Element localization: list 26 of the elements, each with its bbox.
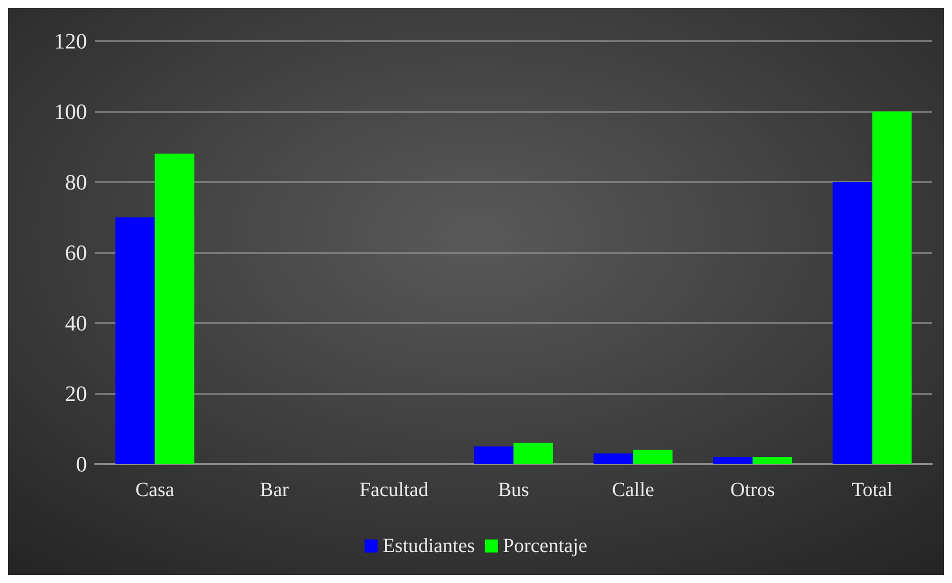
bar — [154, 154, 194, 464]
bar — [752, 456, 792, 464]
bar — [872, 112, 912, 464]
x-tick-label: Calle — [612, 479, 654, 501]
legend-label: Estudiantes — [382, 535, 476, 557]
x-tick-label: Otros — [730, 479, 776, 501]
y-tick-label: 20 — [65, 381, 87, 406]
x-tick-label: Bus — [498, 479, 530, 501]
x-tick-label: Total — [852, 479, 894, 501]
bar — [474, 446, 514, 464]
bar — [514, 442, 553, 464]
legend-label: Porcentaje — [502, 535, 588, 557]
y-tick-label: 80 — [65, 170, 87, 194]
bar — [594, 453, 634, 464]
bar — [713, 456, 753, 464]
y-tick-label: 0 — [76, 452, 87, 476]
y-tick-label: 60 — [65, 240, 87, 265]
bar — [832, 182, 872, 464]
bar — [115, 217, 155, 464]
x-tick-label: Bar — [260, 479, 290, 501]
x-tick-label: Casa — [135, 479, 174, 501]
x-tick-label: Facultad — [359, 479, 428, 501]
y-tick-label: 100 — [54, 99, 87, 124]
y-tick-label: 120 — [54, 28, 87, 54]
bar — [633, 450, 673, 464]
y-tick-label: 40 — [65, 310, 87, 336]
